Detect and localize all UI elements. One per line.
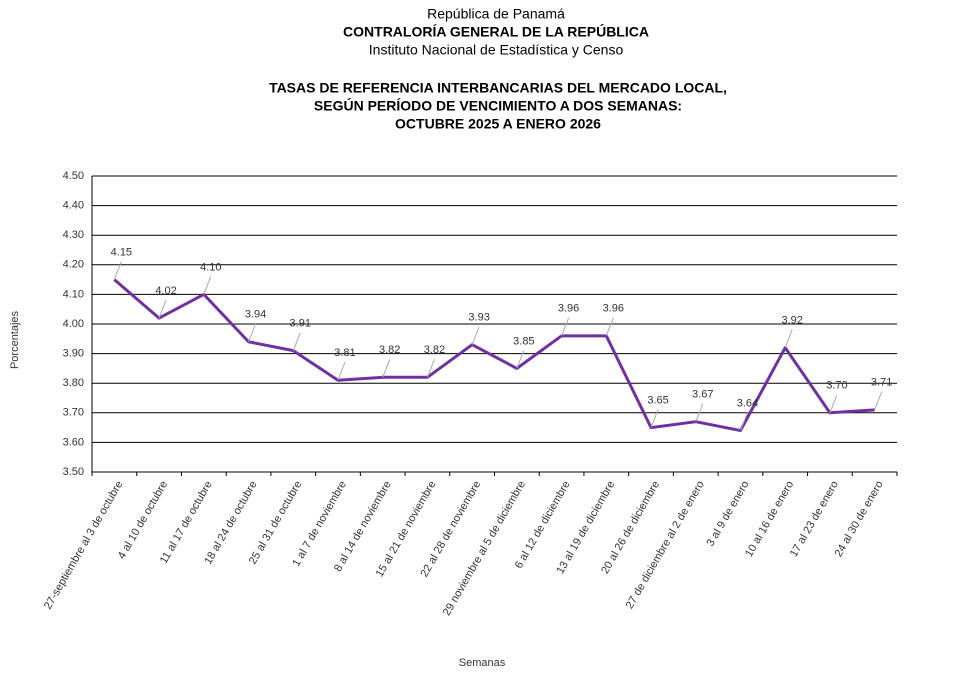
x-tick-label: 24 al 30 de enero (833, 479, 886, 559)
chart-title: SEGÚN PERÍODO DE VENCIMIENTO A DOS SEMAN… (314, 97, 682, 114)
header-line: CONTRALORÍA GENERAL DE LA REPÚBLICA (343, 23, 649, 40)
leader-line (784, 329, 793, 348)
leader-line (516, 350, 525, 369)
data-label: 4.02 (155, 285, 176, 297)
x-tick-label: 10 al 16 de enero (743, 479, 796, 559)
leader-line (158, 299, 167, 319)
data-label: 3.96 (603, 303, 624, 315)
data-label: 3.93 (468, 312, 489, 324)
header-line: Instituto Nacional de Estadística y Cens… (369, 42, 624, 58)
leader-line (561, 317, 570, 337)
leader-line (874, 391, 883, 411)
data-label: 3.96 (558, 303, 579, 315)
data-label: 4.10 (200, 261, 221, 273)
data-label: 3.94 (245, 309, 266, 321)
data-label: 3.71 (871, 377, 892, 389)
leader-line (695, 403, 704, 422)
data-label: 3.81 (334, 347, 355, 359)
data-line (113, 278, 875, 433)
x-tick-label: 4 al 10 de octubre (116, 479, 170, 561)
x-tick-label: 27 de diciembre al 2 de enero (624, 479, 707, 611)
data-label: 3.82 (379, 344, 400, 356)
leader-line (426, 359, 435, 378)
data-label: 3.65 (647, 395, 668, 407)
data-label: 3.82 (424, 344, 445, 356)
y-tick-label: 4.20 (63, 259, 84, 271)
y-tick-label: 3.60 (63, 436, 84, 448)
leader-line (337, 362, 346, 381)
x-axis-title: Semanas (459, 657, 506, 669)
x-tick-label: 3 al 9 de enero (704, 479, 751, 549)
y-tick-label: 4.10 (63, 288, 84, 300)
data-label: 4.15 (111, 247, 132, 259)
leader-line (829, 394, 838, 413)
x-tick-label: 27-septiembre al 3 de octubre (42, 479, 125, 612)
y-tick-label: 3.70 (63, 407, 84, 419)
leader-line (471, 326, 480, 345)
y-tick-label: 4.40 (63, 200, 84, 212)
data-label: 3.92 (781, 315, 802, 327)
data-label: 3.85 (513, 335, 534, 347)
y-tick-label: 3.50 (63, 466, 84, 478)
y-tick-label: 3.80 (63, 377, 84, 389)
leader-line (292, 332, 301, 351)
chart-title: TASAS DE REFERENCIA INTERBANCARIAS DEL M… (269, 80, 727, 96)
leader-line (248, 323, 256, 342)
leader-line (382, 359, 391, 378)
leader-line (605, 317, 614, 337)
leader-line (203, 276, 212, 295)
data-label: 3.70 (826, 380, 847, 392)
data-label: 3.64 (737, 397, 758, 409)
leader-line (113, 261, 122, 280)
x-tick-label: 17 al 23 de enero (788, 479, 841, 559)
y-axis-title: Porcentajes (9, 310, 21, 369)
x-tick-label: 29 noviembre al 5 de diciembre (441, 479, 528, 618)
y-tick-label: 3.90 (63, 348, 84, 360)
chart-title: OCTUBRE 2025 A ENERO 2026 (395, 116, 601, 132)
leader-line (740, 412, 748, 431)
y-tick-label: 4.00 (63, 318, 84, 330)
y-tick-label: 4.50 (63, 170, 84, 182)
header-line: República de Panamá (427, 6, 565, 22)
y-tick-label: 4.30 (63, 229, 84, 241)
data-label: 3.91 (290, 318, 311, 330)
leader-line (650, 409, 659, 428)
data-label: 3.67 (692, 389, 713, 401)
